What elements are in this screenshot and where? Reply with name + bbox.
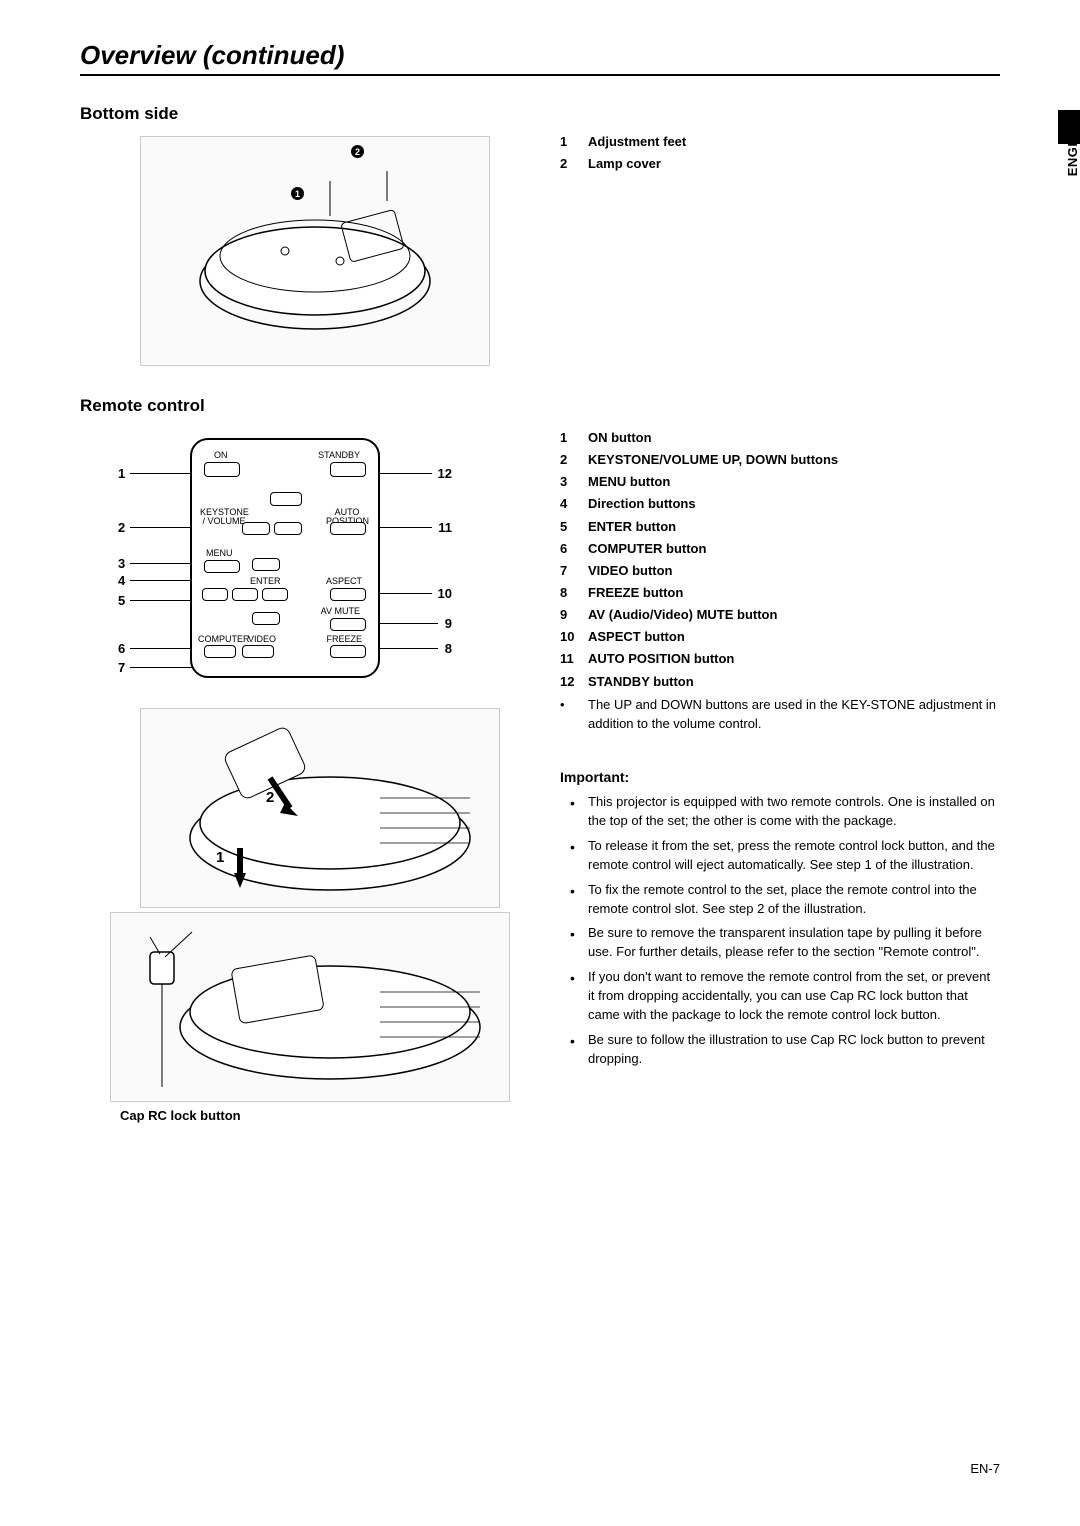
important-item: To release it from the set, press the re…: [588, 837, 1000, 875]
freeze-button: [330, 645, 366, 658]
vol-up-button: [274, 522, 302, 535]
projector-remote-insert-diagram: 1 2: [140, 708, 500, 908]
up-button: [270, 492, 302, 506]
bottom-side-list: 1Adjustment feet 2Lamp cover: [560, 132, 1000, 174]
enter-button: [232, 588, 258, 601]
callout-num: 8: [445, 641, 452, 656]
avmute-button: [330, 618, 366, 631]
list-item: 12STANDBY button: [560, 672, 1000, 692]
important-item: If you don't want to remove the remote c…: [588, 968, 1000, 1025]
remote-control-list: 1ON button 2KEYSTONE/VOLUME UP, DOWN but…: [560, 428, 1000, 692]
callout-num: 4: [118, 573, 125, 588]
list-item: 6COMPUTER button: [560, 539, 1000, 559]
list-item: 1ON button: [560, 428, 1000, 448]
vol-down-button: [242, 522, 270, 535]
important-item: Be sure to remove the transparent insula…: [588, 924, 1000, 962]
projector-caprc-diagram: [110, 912, 510, 1102]
callout-num: 1: [118, 466, 125, 481]
list-item: 1Adjustment feet: [560, 132, 1000, 152]
page-title: Overview (continued): [80, 40, 1000, 76]
computer-button: [204, 645, 236, 658]
list-item: 5ENTER button: [560, 517, 1000, 537]
important-heading: Important:: [560, 769, 1000, 785]
menu-button: [204, 560, 240, 573]
remote-body-outline: ON STANDBY KEYSTONE / VOLUME AUTO POSITI…: [190, 438, 380, 678]
projector-caprc-svg: [120, 922, 500, 1092]
on-button: [204, 462, 240, 477]
list-item: 8FREEZE button: [560, 583, 1000, 603]
menu-label: MENU: [206, 548, 233, 558]
step-1-callout: 1: [216, 849, 224, 866]
important-item: Be sure to follow the illustration to us…: [588, 1031, 1000, 1069]
list-item: 11AUTO POSITION button: [560, 649, 1000, 669]
remote-control-heading: Remote control: [80, 396, 520, 416]
dir-up-button: [252, 558, 280, 571]
avmute-label: AV MUTE: [321, 606, 360, 616]
important-list: This projector is equipped with two remo…: [560, 793, 1000, 1068]
page-number: EN-7: [970, 1461, 1000, 1476]
projector-insert-svg: [150, 718, 490, 898]
list-item: 2KEYSTONE/VOLUME UP, DOWN buttons: [560, 450, 1000, 470]
aspect-button: [330, 588, 366, 601]
remote-note: • The UP and DOWN buttons are used in th…: [560, 696, 1000, 734]
video-button: [242, 645, 274, 658]
cap-rc-lock-label: Cap RC lock button: [120, 1108, 520, 1123]
step-2-callout: 2: [266, 789, 274, 806]
bottom-side-diagram: 1 2: [140, 136, 490, 366]
important-item: This projector is equipped with two remo…: [588, 793, 1000, 831]
remote-control-section: Remote control 1 2 3 4 5 6 7 12 11 10 9 …: [80, 396, 1000, 1123]
callout-num: 12: [438, 466, 452, 481]
callout-num: 2: [118, 520, 125, 535]
list-item: 7VIDEO button: [560, 561, 1000, 581]
dir-left-button: [202, 588, 228, 601]
standby-label: STANDBY: [318, 450, 360, 460]
language-tab: ENGLISH: [1065, 115, 1080, 176]
callout-num: 11: [438, 520, 452, 535]
video-label: VIDEO: [248, 634, 276, 644]
list-item: 10ASPECT button: [560, 627, 1000, 647]
dir-right-button: [262, 588, 288, 601]
important-item: To fix the remote control to the set, pl…: [588, 881, 1000, 919]
list-item: 4Direction buttons: [560, 494, 1000, 514]
callout-1-icon: 1: [291, 187, 304, 200]
bottom-side-heading: Bottom side: [80, 104, 520, 124]
callout-num: 10: [438, 586, 452, 601]
callout-2-icon: 2: [351, 145, 364, 158]
dir-down-button: [252, 612, 280, 625]
callout-num: 5: [118, 593, 125, 608]
callout-num: 6: [118, 641, 125, 656]
list-item: 2Lamp cover: [560, 154, 1000, 174]
keystone-label: KEYSTONE / VOLUME: [200, 508, 248, 526]
bottom-side-section: Bottom side 1 2 1Adjustment feet 2Lamp c…: [80, 104, 1000, 366]
autopos-button: [330, 522, 366, 535]
standby-button: [330, 462, 366, 477]
list-item: 3MENU button: [560, 472, 1000, 492]
list-item: 9AV (Audio/Video) MUTE button: [560, 605, 1000, 625]
projector-bottom-svg: [175, 161, 455, 341]
remote-control-diagram: 1 2 3 4 5 6 7 12 11 10 9 8: [110, 428, 460, 688]
aspect-label: ASPECT: [326, 576, 362, 586]
callout-num: 7: [118, 660, 125, 675]
enter-label: ENTER: [250, 576, 281, 586]
callout-num: 3: [118, 556, 125, 571]
callout-num: 9: [445, 616, 452, 631]
on-label: ON: [214, 450, 228, 460]
computer-label: COMPUTER: [198, 634, 250, 644]
freeze-label: FREEZE: [326, 634, 362, 644]
